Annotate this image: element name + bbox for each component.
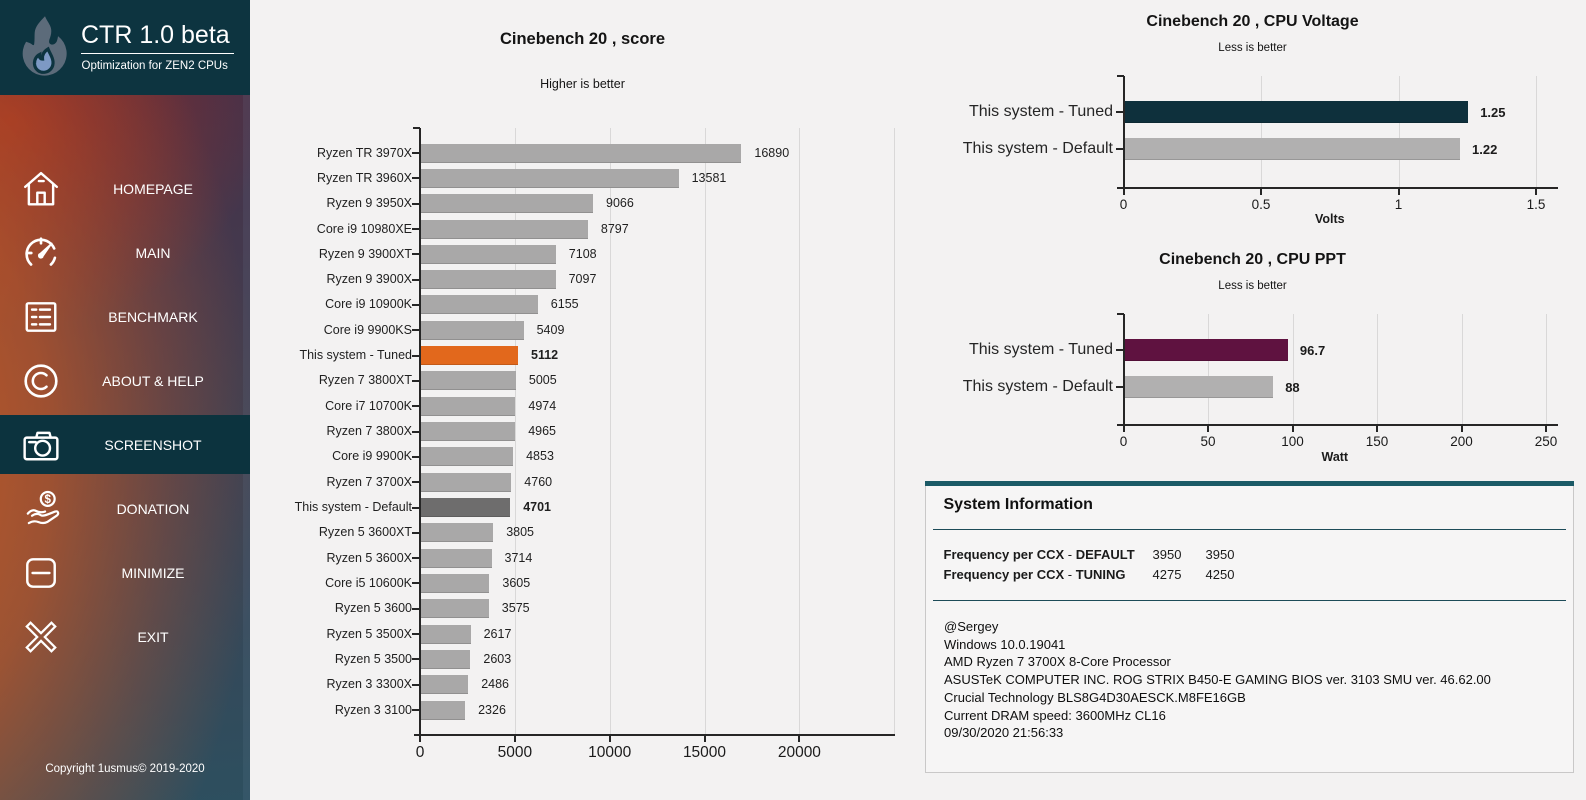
svg-text:$: $ — [45, 494, 52, 506]
